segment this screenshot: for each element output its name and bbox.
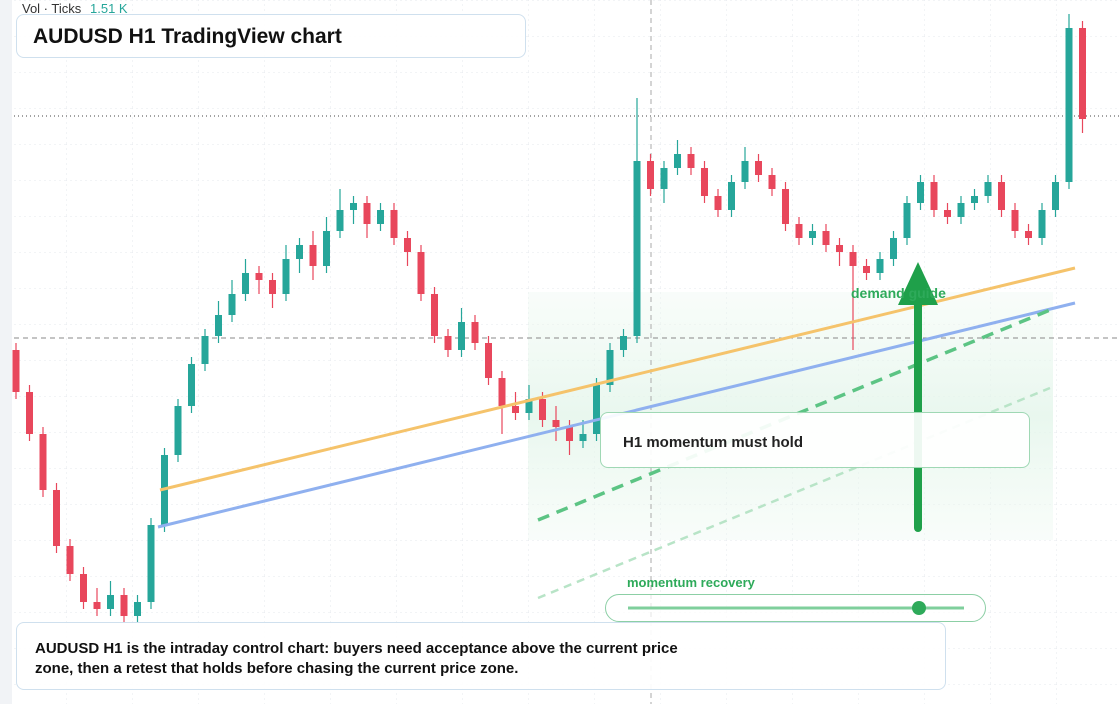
dashed-guide bbox=[537, 308, 1051, 522]
candle-body bbox=[471, 322, 479, 343]
candle-body bbox=[282, 259, 290, 294]
candle-body bbox=[228, 294, 236, 315]
candle-body bbox=[863, 266, 870, 273]
candle-body bbox=[215, 315, 222, 336]
candle-body bbox=[525, 399, 533, 413]
candle-body bbox=[809, 231, 816, 238]
candle-body bbox=[53, 490, 60, 546]
candle-body bbox=[795, 224, 803, 238]
candle-body bbox=[768, 175, 776, 189]
candle-body bbox=[26, 392, 33, 434]
candle-body bbox=[363, 203, 371, 224]
candle-body bbox=[188, 364, 195, 406]
candle-body bbox=[39, 434, 47, 490]
arrow-head bbox=[898, 262, 938, 305]
candle-body bbox=[323, 231, 330, 266]
hold-box: H1 momentum must hold bbox=[600, 412, 1030, 468]
candle-body bbox=[1011, 210, 1019, 231]
candle-body bbox=[741, 161, 749, 182]
knob[interactable] bbox=[912, 601, 926, 615]
hold-label: H1 momentum must hold bbox=[623, 434, 804, 451]
candle-body bbox=[579, 434, 587, 441]
candle-body bbox=[1038, 210, 1046, 238]
candle-body bbox=[728, 182, 735, 210]
candle-body bbox=[174, 406, 182, 455]
candle-body bbox=[1079, 28, 1086, 119]
candle-body bbox=[296, 245, 303, 259]
candle-body bbox=[309, 245, 317, 266]
candle-body bbox=[539, 399, 546, 420]
candle-body bbox=[755, 161, 762, 175]
candle-body bbox=[890, 238, 897, 259]
candle-body bbox=[903, 203, 911, 238]
candle-body bbox=[12, 350, 20, 392]
candle-body bbox=[687, 154, 695, 168]
candle-body bbox=[431, 294, 438, 336]
candle-body bbox=[822, 231, 830, 245]
candle-body bbox=[957, 203, 965, 217]
candle-body bbox=[107, 595, 114, 609]
candle-body bbox=[417, 252, 425, 294]
candle-body bbox=[377, 210, 384, 224]
candle-body bbox=[269, 280, 276, 294]
candle-body bbox=[1065, 28, 1073, 182]
candle-body bbox=[647, 161, 654, 189]
candle-body bbox=[458, 322, 465, 350]
candle-body bbox=[930, 182, 938, 210]
candle-body bbox=[876, 259, 884, 273]
candle-body bbox=[782, 189, 789, 224]
candle-body bbox=[444, 336, 452, 350]
title: AUDUSD H1 TradingView chart bbox=[33, 25, 342, 48]
candle-body bbox=[350, 203, 357, 210]
candle-body bbox=[701, 168, 708, 196]
candle-body bbox=[714, 196, 722, 210]
candle-body bbox=[498, 378, 506, 406]
candle-body bbox=[512, 406, 519, 413]
candle-body bbox=[620, 336, 627, 350]
candle-body bbox=[633, 161, 641, 336]
candle-body bbox=[660, 168, 668, 189]
candle-body bbox=[944, 210, 951, 217]
volume-value: 1.51 K bbox=[90, 1, 128, 16]
slider[interactable] bbox=[605, 594, 986, 622]
candle-body bbox=[674, 154, 681, 168]
slider-track bbox=[628, 601, 964, 615]
candle-body bbox=[255, 273, 263, 280]
candle-body bbox=[984, 182, 992, 196]
volume-label: Vol · Ticks bbox=[22, 1, 82, 16]
candle-body bbox=[134, 602, 141, 616]
left-strip bbox=[0, 0, 12, 704]
candle-body bbox=[606, 350, 614, 385]
title-box: AUDUSD H1 TradingView chart bbox=[16, 14, 526, 58]
candle-body bbox=[242, 273, 249, 294]
candle-body bbox=[147, 525, 155, 602]
candle-body bbox=[1025, 231, 1032, 238]
candle-body bbox=[336, 210, 344, 231]
candle-body bbox=[404, 238, 411, 252]
candle-body bbox=[485, 343, 492, 378]
note-box: AUDUSD H1 is the intraday control chart:… bbox=[16, 622, 946, 690]
candle-body bbox=[80, 574, 87, 602]
candle-body bbox=[917, 182, 924, 203]
demand-label: demand guide bbox=[851, 285, 946, 301]
candle-body bbox=[593, 385, 600, 434]
candle-body bbox=[1052, 182, 1059, 210]
candle-body bbox=[849, 252, 857, 266]
candle-body bbox=[552, 420, 560, 427]
candle-body bbox=[66, 546, 74, 574]
candle-body bbox=[201, 336, 209, 364]
candle-body bbox=[390, 210, 398, 238]
candle-body bbox=[998, 182, 1005, 210]
candle-body bbox=[566, 427, 573, 441]
candle-body bbox=[120, 595, 128, 616]
momentum-label: momentum recovery bbox=[627, 575, 755, 590]
candle-body bbox=[971, 196, 978, 203]
candle-body bbox=[836, 245, 843, 252]
note: AUDUSD H1 is the intraday control chart:… bbox=[35, 640, 678, 677]
candle-body bbox=[93, 602, 101, 609]
